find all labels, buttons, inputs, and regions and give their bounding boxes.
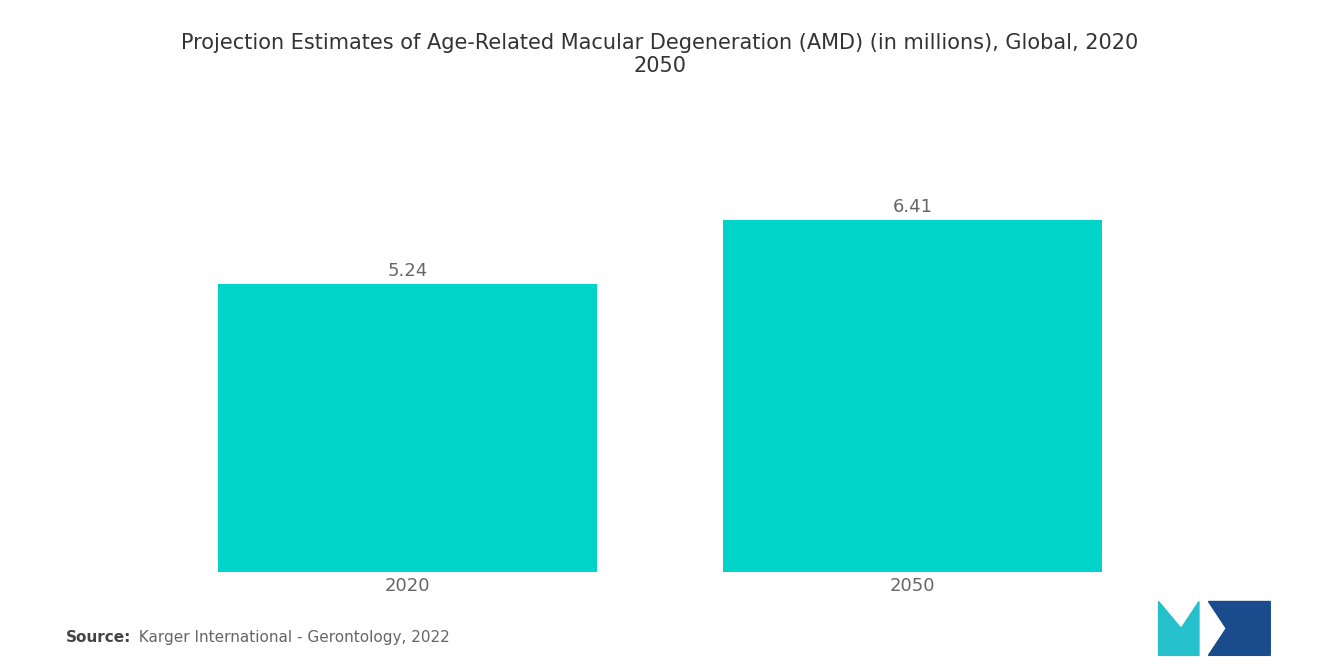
Bar: [723, 220, 1102, 572]
Text: 5.24: 5.24: [387, 262, 428, 280]
Text: Source:: Source:: [66, 630, 132, 645]
Bar: [218, 285, 597, 572]
Text: Karger International - Gerontology, 2022: Karger International - Gerontology, 2022: [129, 630, 450, 645]
Polygon shape: [1209, 601, 1270, 656]
Text: 6.41: 6.41: [892, 198, 932, 216]
Text: Projection Estimates of Age-Related Macular Degeneration (AMD) (in millions), Gl: Projection Estimates of Age-Related Macu…: [181, 33, 1139, 76]
Polygon shape: [1159, 601, 1199, 656]
